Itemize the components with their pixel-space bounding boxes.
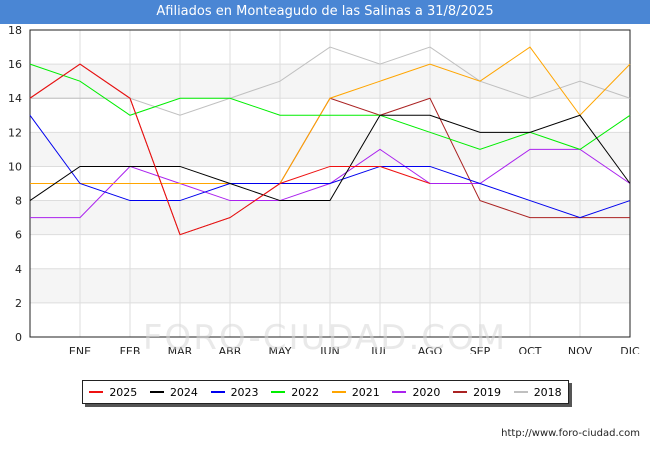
y-tick-label: 8: [15, 195, 22, 208]
legend-label: 2019: [473, 385, 502, 399]
legend-swatch: [271, 391, 286, 393]
y-tick-label: 6: [15, 229, 22, 242]
legend-item-2021: 2021: [331, 385, 380, 399]
y-tick-label: 16: [8, 58, 22, 71]
legend-swatch: [331, 391, 346, 393]
watermark: FORO-CIUDAD.COM: [142, 318, 508, 358]
y-tick-label: 4: [15, 263, 22, 276]
legend-swatch: [210, 391, 225, 393]
legend-label: 2018: [533, 385, 562, 399]
line-chart: 0 2 4 6 8 10 12 14 16 18 ENE FEB MAR ABR MAY JUN JUL AGO S…: [8, 24, 640, 354]
x-tick-label: AGO: [418, 345, 443, 354]
legend-swatch: [453, 391, 468, 393]
legend-swatch: [513, 391, 528, 393]
legend-item-2020: 2020: [392, 386, 440, 399]
legend-label: 2024: [169, 385, 198, 399]
y-tick-label: 0: [15, 331, 22, 344]
legend-swatch: [89, 391, 104, 393]
x-tick-label: MAY: [269, 345, 292, 354]
legend-item-2025: 2025: [89, 386, 137, 399]
x-tick-label: JUL: [370, 345, 389, 354]
legend-label: 2021: [351, 385, 380, 399]
x-tick-label: MAR: [168, 345, 193, 354]
y-tick-label: 2: [15, 297, 22, 310]
series-line-2025: [29, 63, 431, 236]
legend-label: 2020: [412, 385, 441, 399]
x-tick-label: OCT: [518, 345, 541, 354]
legend-swatch: [149, 391, 164, 393]
legend-item-2024: 2024: [149, 385, 198, 399]
chart-title: Afiliados en Monteagudo de las Salinas a…: [0, 0, 650, 24]
y-tick-label: 12: [8, 126, 22, 139]
chart-legend: 2025 2024 2023 2022 2021 2020 2019 2018: [82, 380, 569, 404]
series-line-2021: [30, 46, 631, 184]
x-tick-label: NOV: [568, 345, 593, 354]
x-tick-label: JUN: [319, 345, 340, 354]
x-tick-label: ENE: [69, 345, 91, 354]
x-tick-label: SEP: [470, 345, 491, 354]
legend-item-2018: 2018: [513, 385, 562, 399]
legend-swatch: [392, 391, 407, 393]
legend-label: 2025: [109, 385, 138, 399]
x-tick-label: ABR: [219, 345, 242, 354]
legend-item-2022: 2022: [271, 386, 319, 399]
series-line-2023: [29, 114, 631, 219]
legend-label: 2023: [230, 385, 259, 399]
x-tick-label: DIC: [620, 345, 640, 354]
legend-label: 2022: [291, 385, 320, 399]
y-tick-label: 14: [8, 92, 22, 105]
source-url: http://www.foro-ciudad.com: [501, 428, 640, 439]
series-line-2024: [29, 114, 631, 202]
y-tick-label: 18: [8, 24, 22, 37]
legend-item-2023: 2023: [210, 385, 259, 399]
legend-item-2019: 2019: [453, 386, 501, 399]
y-tick-label: 10: [8, 160, 22, 173]
x-tick-label: FEB: [120, 345, 141, 354]
